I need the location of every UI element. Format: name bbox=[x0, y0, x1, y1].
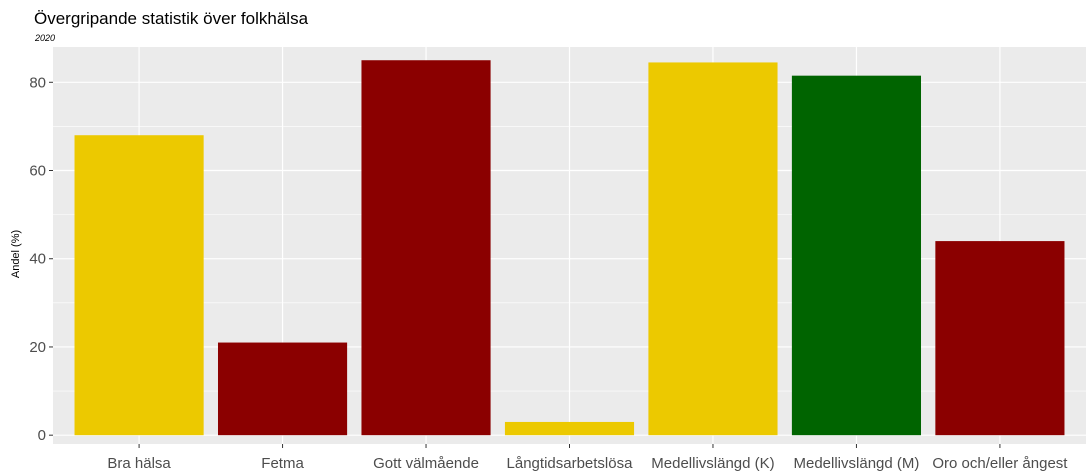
y-tick-label: 0 bbox=[38, 427, 46, 444]
chart-subtitle: 2020 bbox=[35, 33, 56, 43]
y-tick-label: 60 bbox=[29, 163, 46, 180]
x-tick-label: Gott välmående bbox=[373, 455, 479, 472]
y-tick-label: 20 bbox=[29, 339, 46, 356]
y-axis-label: Andel (%) bbox=[10, 230, 22, 278]
y-tick-label: 80 bbox=[29, 74, 46, 91]
bar-7 bbox=[935, 241, 1065, 436]
bar-2 bbox=[217, 342, 348, 436]
bar-5 bbox=[648, 62, 778, 436]
x-tick-label: Fetma bbox=[261, 455, 304, 472]
y-tick-label: 40 bbox=[29, 251, 46, 268]
bar-1 bbox=[74, 135, 204, 436]
bar-4 bbox=[504, 421, 635, 436]
bars bbox=[74, 60, 1065, 436]
chart-title: Övergripande statistik över folkhälsa bbox=[34, 9, 309, 28]
bar-3 bbox=[361, 60, 491, 436]
x-tick-label: Medellivslängd (K) bbox=[651, 455, 774, 472]
x-tick-label: Oro och/eller ångest bbox=[932, 455, 1068, 472]
x-tick-label: Bra hälsa bbox=[107, 455, 171, 472]
x-tick-label: Långtidsarbetslösa bbox=[507, 455, 634, 472]
x-axis: Bra hälsa Fetma Gott välmående Långtidsarbe… bbox=[107, 444, 1068, 472]
x-tick-label: Medellivslängd (M) bbox=[794, 455, 920, 472]
bar-6 bbox=[791, 75, 922, 436]
y-axis: 0 20 40 60 80 bbox=[29, 74, 53, 444]
